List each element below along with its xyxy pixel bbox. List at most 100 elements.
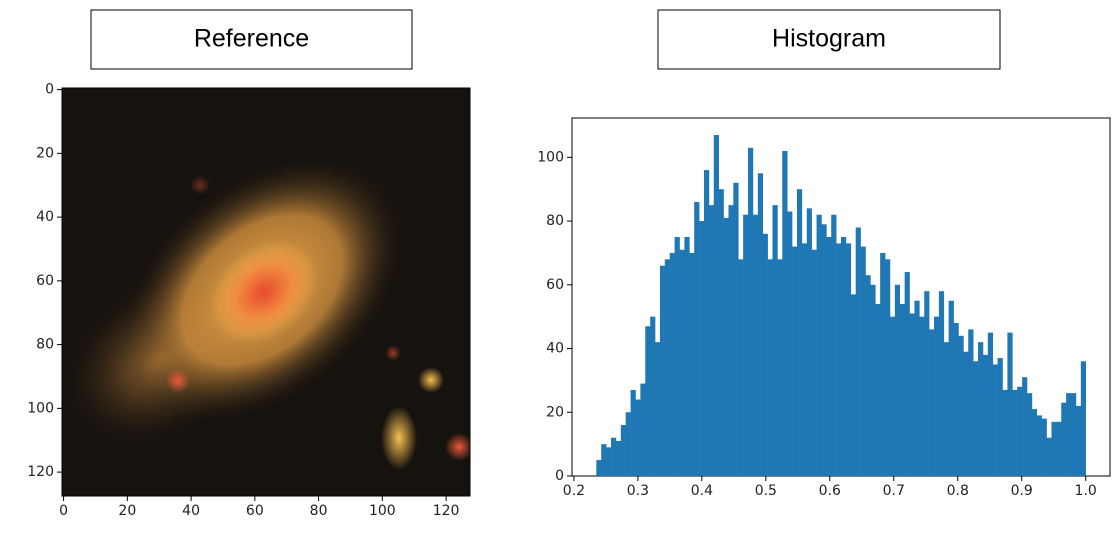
y-tick-label: 100 <box>537 149 564 165</box>
histogram-bar <box>826 237 832 476</box>
histogram-bar <box>831 214 837 476</box>
histogram-bar <box>997 358 1003 476</box>
histogram-bar <box>1012 389 1018 476</box>
histogram-bar <box>963 351 969 476</box>
x-tick-label: 120 <box>433 503 460 519</box>
panel-title: Histogram <box>772 25 886 53</box>
histogram-bar <box>635 399 641 476</box>
histogram-bar <box>767 259 773 476</box>
reference-image <box>62 88 470 496</box>
x-tick-label: 0.5 <box>755 483 777 499</box>
histogram-bar <box>801 243 808 476</box>
histogram-bar <box>904 272 910 476</box>
histogram-bar <box>694 201 700 476</box>
histogram-bar <box>748 147 754 476</box>
y-tick-label: 0 <box>555 468 564 484</box>
histogram-bar <box>806 208 812 477</box>
histogram-bar <box>782 150 788 476</box>
histogram-bar <box>620 425 626 476</box>
histogram-bar <box>645 326 651 476</box>
y-tick-label: 60 <box>36 273 54 289</box>
histogram-bar <box>596 460 602 476</box>
histogram-bar <box>1026 393 1033 476</box>
y-tick-label: 40 <box>36 209 54 225</box>
x-tick-label: 0.7 <box>883 483 905 499</box>
x-tick-label: 0 <box>59 503 68 519</box>
histogram-bar <box>870 284 876 476</box>
histogram-bar <box>845 243 852 476</box>
x-tick-label: 60 <box>246 503 264 519</box>
histogram-bar <box>885 259 891 476</box>
histogram-bar <box>640 383 646 476</box>
histogram-bar <box>743 214 749 476</box>
histogram-bar <box>659 265 666 476</box>
histogram-bar <box>699 221 705 476</box>
histogram-bar <box>1061 402 1067 476</box>
histogram-bar <box>889 316 896 476</box>
histogram-bar <box>1017 386 1023 476</box>
histogram-bar <box>1066 393 1072 476</box>
histogram-bar <box>713 135 719 477</box>
histogram-bar <box>875 303 881 476</box>
histogram-bar <box>674 237 680 476</box>
x-tick-label: 100 <box>369 503 396 519</box>
histogram-bar <box>762 233 768 476</box>
panel-title: Reference <box>194 25 309 53</box>
histogram-bar <box>973 361 979 476</box>
histogram-bar <box>958 335 964 476</box>
histogram-bar <box>757 173 763 476</box>
histogram-bar <box>1041 418 1047 476</box>
histogram-bar <box>865 275 871 476</box>
x-tick-label: 0.2 <box>563 483 585 499</box>
title-box <box>657 9 1001 70</box>
y-tick-label: 60 <box>546 277 564 293</box>
x-tick-label: 20 <box>118 503 136 519</box>
histogram-bar <box>684 237 690 476</box>
x-tick-label: 0.3 <box>627 483 649 499</box>
histogram-bar <box>943 342 949 476</box>
histogram-bar <box>880 252 886 476</box>
histogram-bar <box>630 389 636 476</box>
histogram-bar <box>982 354 989 476</box>
histogram-bar <box>978 342 984 476</box>
histogram-bar <box>796 189 803 476</box>
histogram-bar <box>1002 389 1008 476</box>
histogram-bar <box>1051 421 1057 476</box>
histogram-bar <box>1007 332 1013 476</box>
histogram-bar <box>987 332 994 476</box>
x-tick-label: 1.0 <box>1075 483 1097 499</box>
histogram-bar <box>914 300 920 476</box>
histogram-bar <box>752 214 759 476</box>
histogram-bar <box>899 303 905 476</box>
histogram-bar <box>919 316 925 476</box>
histogram-bar <box>836 243 842 476</box>
histogram-bar <box>664 259 671 476</box>
y-tick-label: 40 <box>546 341 564 357</box>
histogram-bar <box>938 291 945 476</box>
histogram-bar <box>615 440 622 476</box>
histogram-bar <box>1031 409 1038 476</box>
histogram-bar <box>772 205 778 477</box>
histogram-bar <box>703 170 710 476</box>
histogram-bar <box>625 412 631 476</box>
histogram-bar <box>679 249 685 476</box>
histogram-bar <box>655 342 661 476</box>
histogram-bar <box>601 444 607 476</box>
histogram-bar <box>992 364 998 476</box>
histogram-bar <box>1080 361 1086 476</box>
y-tick-label: 80 <box>36 337 54 353</box>
histogram-bar <box>953 323 959 476</box>
histogram-bar <box>733 182 739 477</box>
x-tick-label: 80 <box>310 503 328 519</box>
image-frame <box>61 87 471 497</box>
y-tick-label: 120 <box>27 464 54 480</box>
histogram-bar <box>708 205 715 477</box>
histogram-bar <box>924 291 930 476</box>
histogram-bar <box>841 237 847 476</box>
histogram-bar <box>689 252 695 476</box>
x-tick-label: 0.9 <box>1011 483 1033 499</box>
y-tick-label: 100 <box>27 400 54 416</box>
histogram-bar <box>860 246 866 476</box>
histogram-bar <box>929 329 935 476</box>
